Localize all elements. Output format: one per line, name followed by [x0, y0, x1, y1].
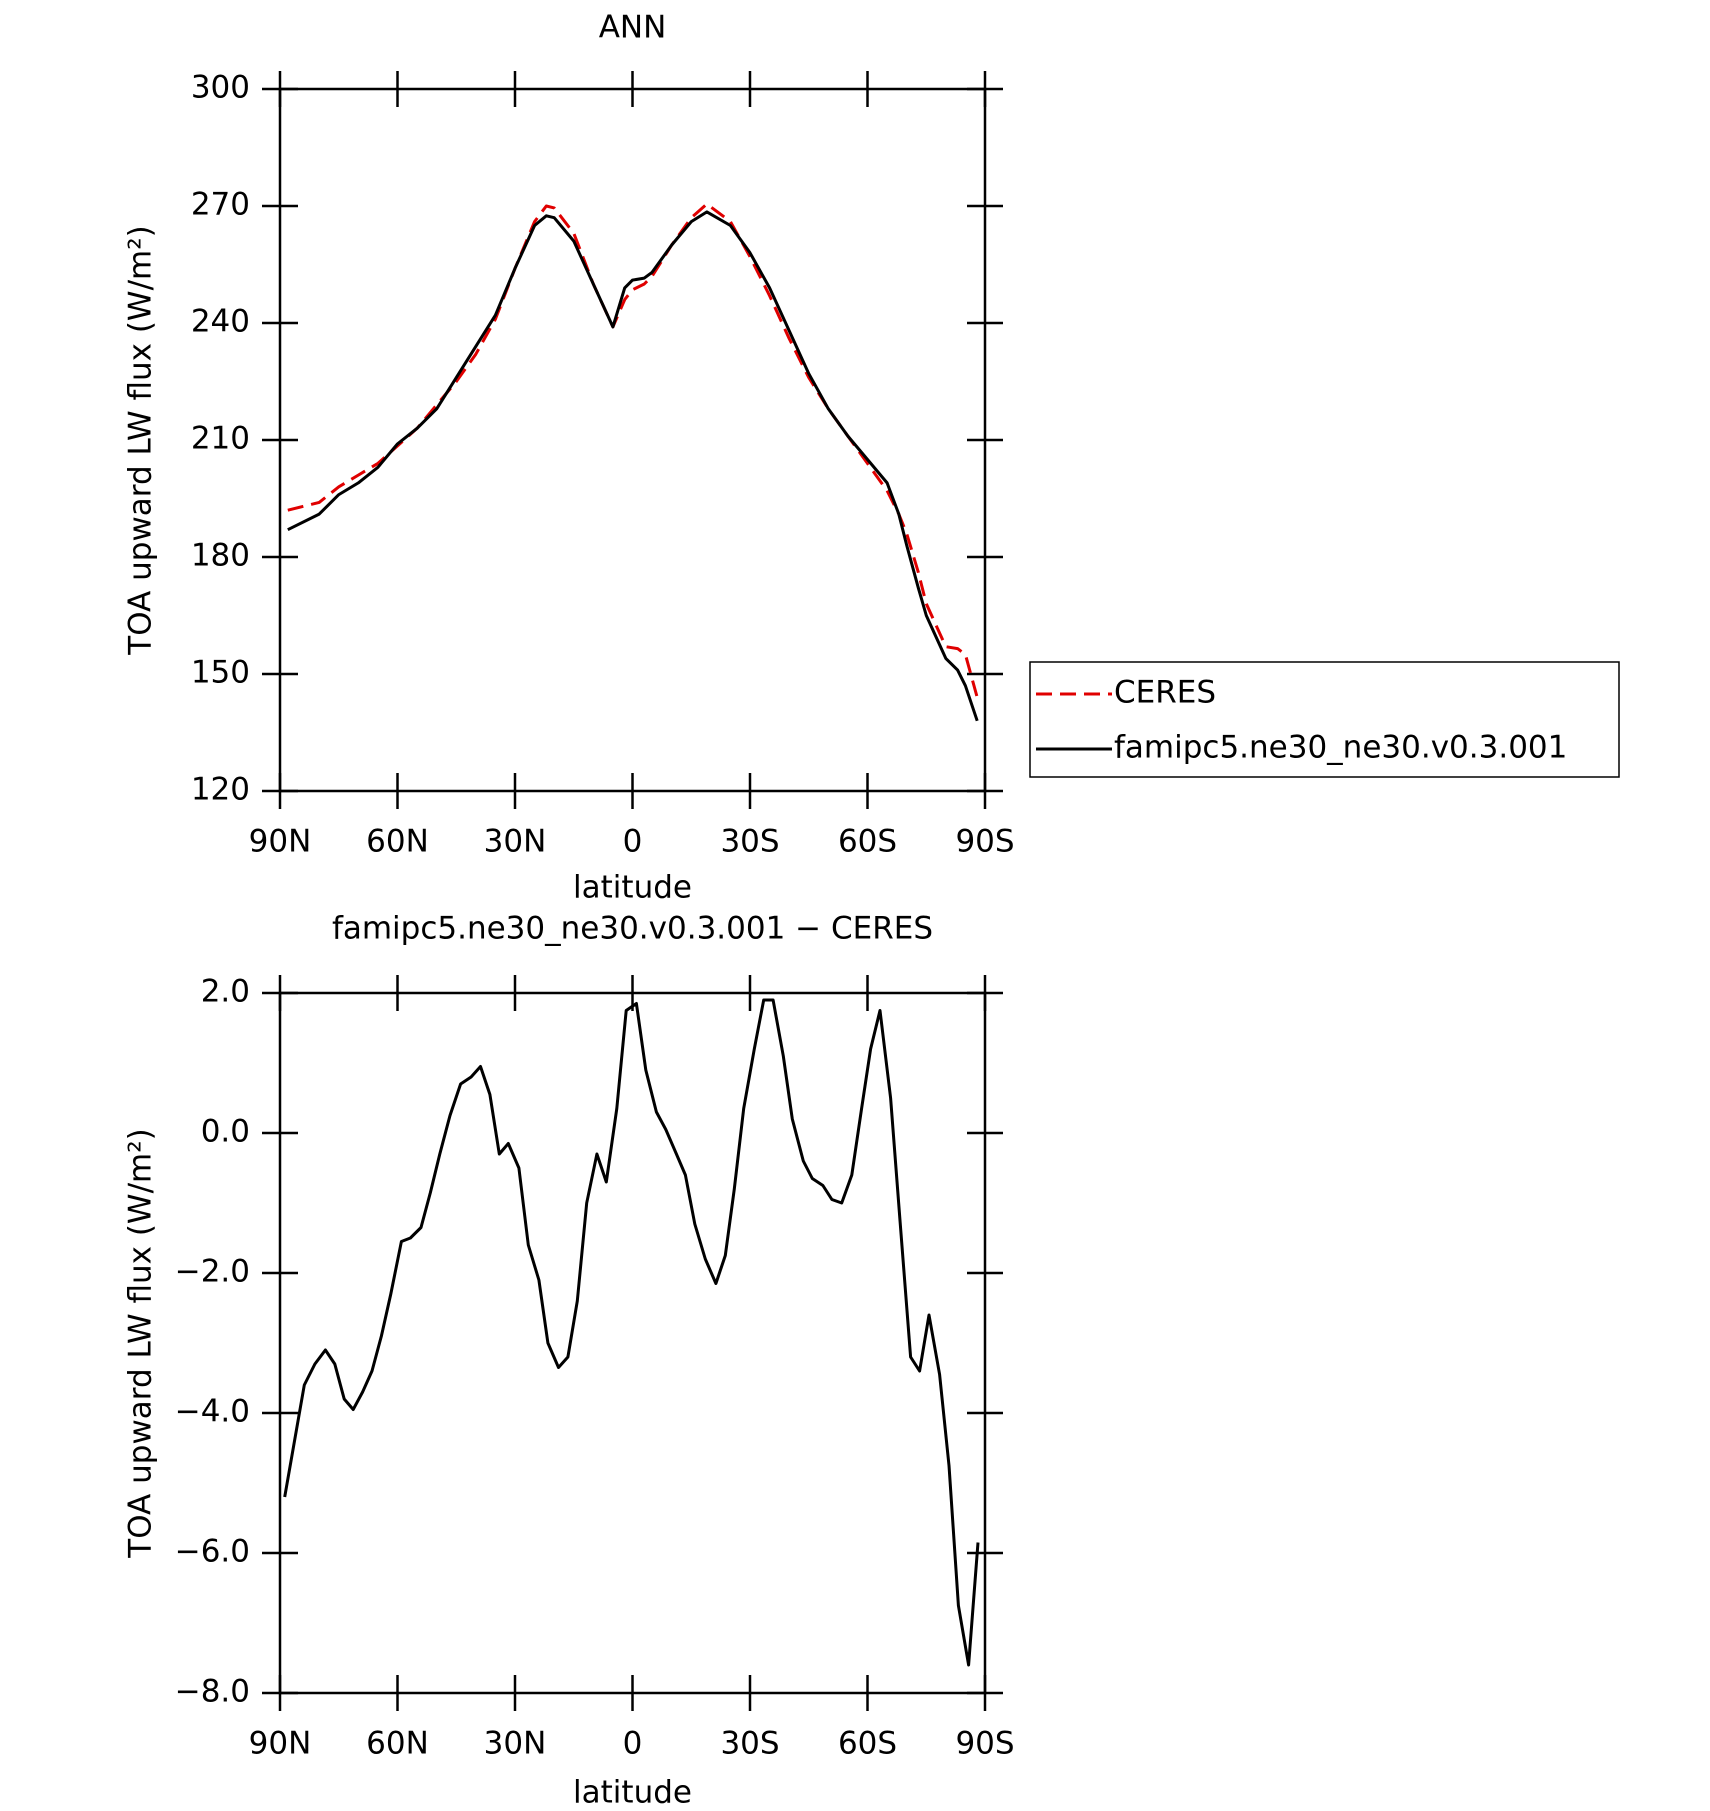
y-axis-label: TOA upward LW flux (W/m²) [123, 225, 159, 655]
x-tick-label: 30S [720, 1726, 779, 1762]
y-tick-label: 240 [191, 304, 250, 340]
y-tick-label: 270 [191, 187, 250, 223]
chart-title: famipc5.ne30_ne30.v0.3.001 − CERES [332, 911, 933, 947]
x-tick-label: 30S [720, 824, 779, 860]
y-tick-label: 2.0 [201, 974, 250, 1010]
legend-box [1029, 661, 1620, 778]
plot-frame [278, 87, 987, 793]
y-tick-label: −8.0 [175, 1674, 250, 1710]
x-tick-label: 60N [366, 824, 429, 860]
x-tick-label: 60S [838, 1726, 897, 1762]
x-tick-label: 90S [955, 824, 1014, 860]
y-tick-label: 300 [191, 70, 250, 106]
x-tick-label: 30N [484, 824, 547, 860]
x-tick-label: 0 [623, 1726, 643, 1762]
x-tick-label: 0 [623, 824, 643, 860]
y-tick-label: −2.0 [175, 1254, 250, 1290]
y-tick-label: 180 [191, 538, 250, 574]
plot-frame [278, 991, 987, 1695]
x-tick-label: 90N [249, 824, 312, 860]
data-line [283, 998, 980, 1667]
legend-label: famipc5.ne30_ne30.v0.3.001 [1114, 730, 1567, 766]
y-tick-label: −6.0 [175, 1534, 250, 1570]
x-axis-label: latitude [573, 870, 692, 906]
x-tick-label: 60S [838, 824, 897, 860]
data-line [287, 210, 979, 722]
legend-label: CERES [1114, 675, 1216, 711]
x-tick-label: 90S [955, 1726, 1014, 1762]
y-tick-label: 0.0 [201, 1114, 250, 1150]
chart-title: ANN [599, 10, 667, 46]
x-tick-label: 90N [249, 1726, 312, 1762]
y-axis-label: TOA upward LW flux (W/m²) [123, 1128, 159, 1558]
y-tick-label: 210 [191, 421, 250, 457]
y-tick-label: −4.0 [175, 1394, 250, 1430]
x-tick-label: 30N [484, 1726, 547, 1762]
y-tick-label: 150 [191, 655, 250, 691]
y-tick-label: 120 [191, 772, 250, 808]
x-axis-label: latitude [573, 1775, 692, 1811]
x-tick-label: 60N [366, 1726, 429, 1762]
